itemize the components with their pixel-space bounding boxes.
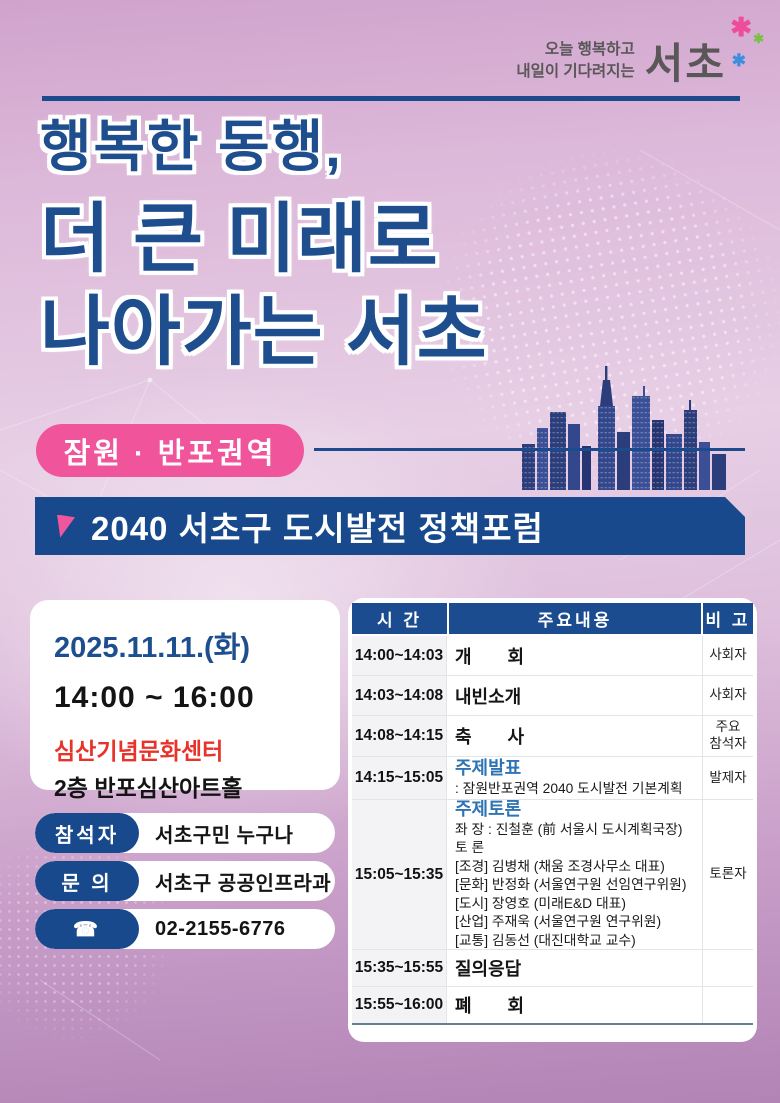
- schedule-item-title: 폐 회: [455, 996, 525, 1016]
- schedule-detail-line: [산업] 주재욱 (서울연구원 연구위원): [455, 914, 662, 930]
- schedule-detail-line: [조경] 김병채 (채움 조경사무소 대표): [455, 858, 665, 874]
- region-badge-line: [314, 448, 745, 451]
- schedule-row: 14:08~14:15 축 사 주요 참석자: [352, 716, 753, 757]
- inquiry-value: 서초구 공공인프라과: [155, 872, 332, 895]
- schedule-detail-line: [교통] 김동선 (대진대학교 교수): [455, 932, 636, 948]
- schedule-row: 14:03~14:08 내빈소개 사회자: [352, 676, 753, 716]
- schedule-item-title: 개 회: [455, 646, 525, 667]
- schedule-header-time: 시 간: [352, 603, 447, 634]
- schedule-row: 14:00~14:03 개 회 사회자: [352, 636, 753, 676]
- main-title: 행복한 동행, 더 큰 미래로 나아가는 서초: [40, 116, 488, 373]
- schedule-panel: 시 간 주요내용 비 고 14:00~14:03 개 회 사회자 14:03~14:0…: [348, 598, 757, 1042]
- sparkle-icon-blue: ✱: [731, 51, 748, 70]
- schedule-body: 14:00~14:03 개 회 사회자 14:03~14:08 내빈소개 사회자 14:08…: [352, 636, 753, 1023]
- phone-number: 02-2155-6776: [155, 917, 286, 940]
- schedule-row: 15:35~15:55 질의응답: [352, 950, 753, 987]
- main-title-line1: 행복한 동행,: [40, 115, 343, 178]
- phone-icon: ☎: [35, 909, 139, 949]
- schedule-row: 14:15~15:05 주제발표 : 잠원반포권역 2040 도시발전 기본계획 발제…: [352, 757, 753, 800]
- participants-label: 참석자: [35, 813, 139, 853]
- event-info-card: 2025.11.11.(화) 14:00 ~ 16:00 심산기념문화센터 2층…: [30, 600, 340, 801]
- schedule-content: 주제발표 : 잠원반포권역 2040 도시발전 기본계획: [447, 757, 703, 799]
- schedule-detail-line: : 잠원반포권역 2040 도시발전 기본계획: [455, 780, 683, 796]
- schedule-time: 14:15~15:05: [352, 757, 447, 799]
- event-date: 2025.11.11.(화): [54, 632, 250, 664]
- brand-slogan-line1: 오늘 행복하고: [544, 40, 635, 58]
- brand-slogan: 오늘 행복하고 내일이 기다려지는: [516, 39, 634, 82]
- schedule-topic-heading: 주제토론: [455, 800, 522, 819]
- schedule-detail-line: [도시] 장영호 (미래E&D 대표): [455, 895, 626, 911]
- banner-arrow-icon: [57, 515, 75, 538]
- schedule-detail-line: 토 론: [455, 840, 485, 856]
- brand-slogan-line2: 내일이 기다려지는: [516, 62, 635, 80]
- schedule-time: 14:08~14:15: [352, 716, 447, 756]
- schedule-header-content: 주요내용: [449, 603, 701, 634]
- contact-pill-phone: ☎ 02-2155-6776: [35, 909, 335, 949]
- contact-pill-participants: 참석자 서초구민 누구나: [35, 813, 335, 853]
- participants-value: 서초구민 누구나: [155, 824, 294, 847]
- region-badge: 잠원 · 반포권역: [36, 424, 304, 477]
- schedule-detail-line: 좌 장 : 진철훈 (前 서울시 도시계획국장): [455, 821, 683, 837]
- event-time: 14:00 ~ 16:00: [54, 681, 255, 714]
- event-venue: 심산기념문화센터: [54, 738, 224, 764]
- forum-banner-title: 2040 서초구 도시발전 정책포럼: [91, 510, 544, 547]
- city-skyline-illustration: [522, 366, 726, 490]
- main-title-line2: 더 큰 미래로: [40, 196, 439, 282]
- schedule-content: 개 회: [447, 636, 703, 675]
- schedule-content: 내빈소개: [447, 676, 703, 715]
- schedule-header-row: 시 간 주요내용 비 고: [352, 603, 753, 634]
- sparkle-icon-pink: ✱: [730, 12, 754, 42]
- schedule-bottom-line: [352, 1023, 753, 1025]
- schedule-content: 축 사: [447, 716, 703, 756]
- schedule-time: 14:03~14:08: [352, 676, 447, 715]
- contact-pill-inquiry: 문 의 서초구 공공인프라과: [35, 861, 335, 901]
- schedule-note: 주요 참석자: [709, 719, 747, 751]
- seocho-logo: 서초 ✱ ✱ ✱: [644, 14, 764, 91]
- schedule-time: 15:55~16:00: [352, 987, 447, 1023]
- schedule-note: 발제자: [709, 769, 747, 785]
- top-divider-line: [42, 96, 740, 101]
- schedule-content: 질의응답: [447, 950, 703, 986]
- contact-list: 참석자 서초구민 누구나 문 의 서초구 공공인프라과 ☎ 02-2155-67…: [35, 813, 335, 949]
- schedule-content: 폐 회: [447, 987, 703, 1023]
- schedule-time: 15:05~15:35: [352, 800, 447, 949]
- schedule-item-title: 질의응답: [455, 959, 522, 979]
- seocho-logo-text: 서초: [644, 40, 726, 87]
- schedule-item-title: 내빈소개: [455, 686, 522, 707]
- brand-block: 오늘 행복하고 내일이 기다려지는 서초 ✱ ✱ ✱: [516, 14, 764, 91]
- schedule-detail-line: [문화] 반정화 (서울연구원 선임연구위원): [455, 877, 687, 893]
- schedule-time: 14:00~14:03: [352, 636, 447, 675]
- schedule-note: 사회자: [709, 687, 747, 703]
- schedule-topic-heading: 주제발표: [455, 757, 522, 778]
- inquiry-label: 문 의: [35, 861, 139, 901]
- main-title-line3: 나아가는 서초: [40, 290, 488, 376]
- schedule-note: 사회자: [709, 647, 747, 663]
- event-hall: 2층 반포심산아트홀: [54, 775, 243, 801]
- sparkle-icon-green: ✱: [753, 31, 766, 46]
- forum-banner: 2040 서초구 도시발전 정책포럼: [35, 497, 745, 555]
- schedule-time: 15:35~15:55: [352, 950, 447, 986]
- schedule-header-note: 비 고: [703, 603, 753, 634]
- schedule-note: [703, 987, 753, 1023]
- schedule-item-title: 축 사: [455, 727, 525, 747]
- schedule-row: 15:55~16:00 폐 회: [352, 987, 753, 1023]
- schedule-note: 토론자: [709, 866, 747, 882]
- schedule-note: [703, 950, 753, 986]
